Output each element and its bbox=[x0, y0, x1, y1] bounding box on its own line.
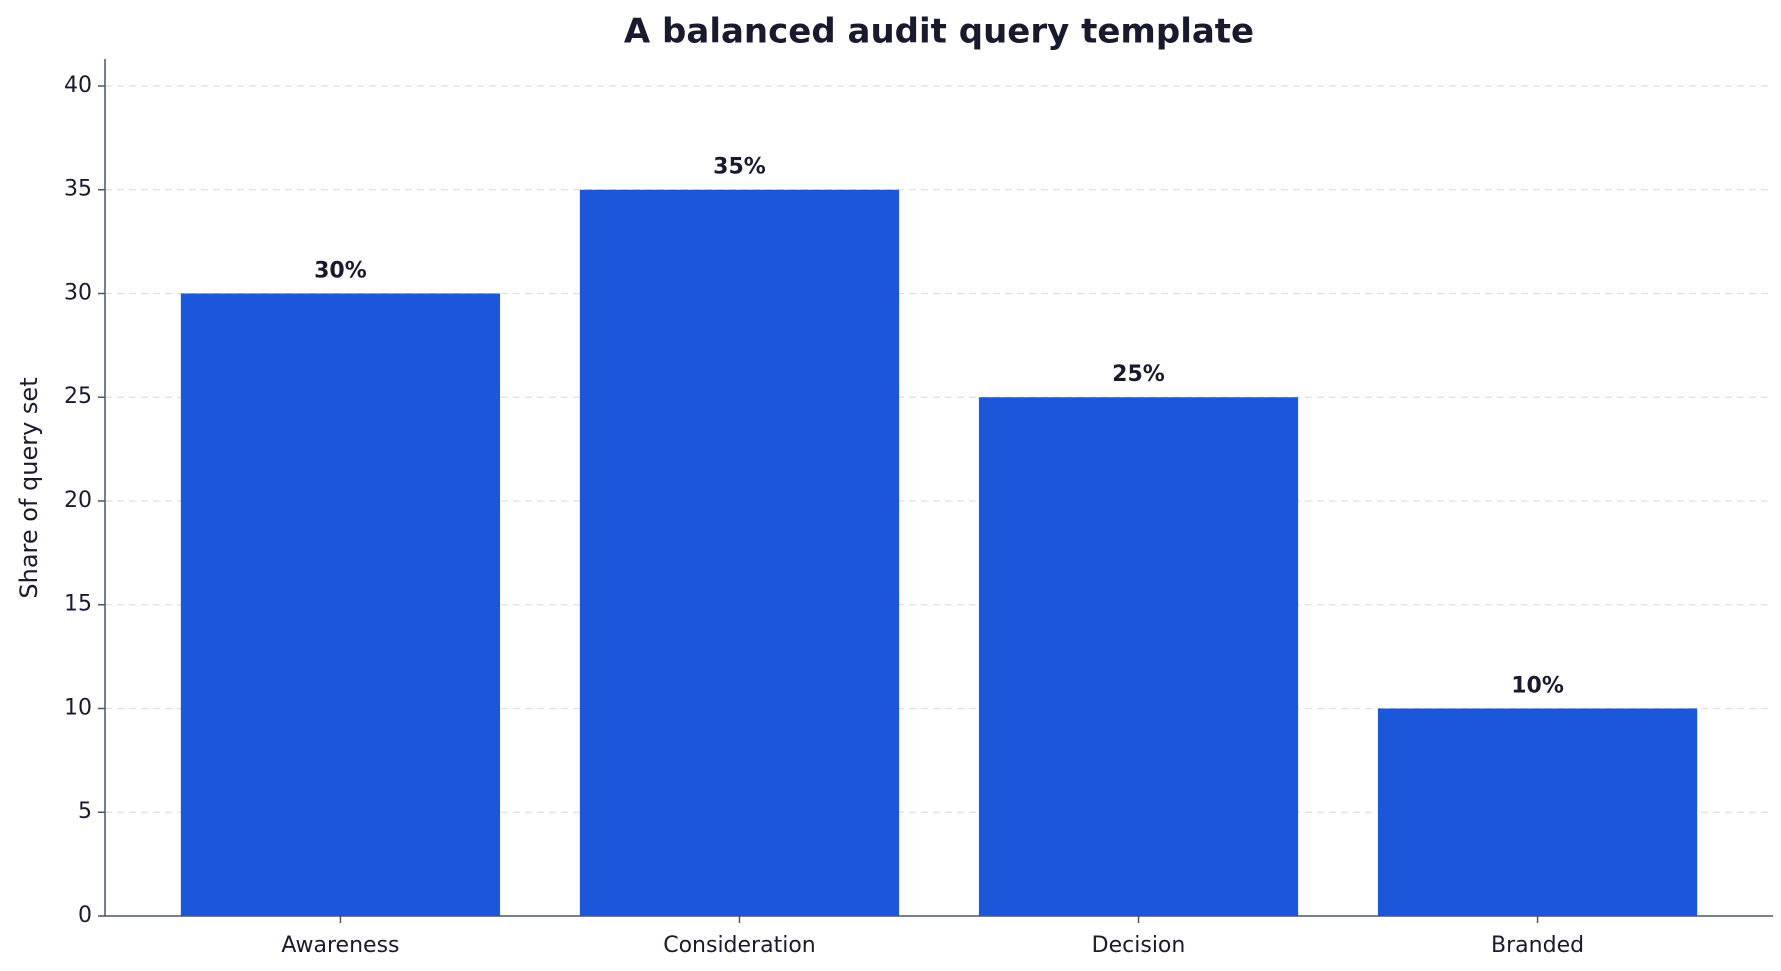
x-tick-label: Awareness bbox=[281, 933, 399, 958]
bar bbox=[180, 293, 501, 917]
y-tick-label: 20 bbox=[64, 488, 92, 513]
bar bbox=[579, 189, 900, 916]
x-tick-label: Branded bbox=[1491, 933, 1584, 958]
y-axis-label: Share of query set bbox=[15, 377, 43, 598]
x-tick-label: Decision bbox=[1092, 933, 1186, 958]
x-tick-label: Consideration bbox=[663, 933, 816, 958]
y-tick-label: 15 bbox=[64, 592, 92, 617]
bar bbox=[978, 397, 1299, 916]
value-label: 35% bbox=[713, 155, 766, 180]
chart-title: A balanced audit query template bbox=[624, 12, 1254, 52]
y-tick-label: 0 bbox=[78, 903, 92, 928]
y-tick-label: 10 bbox=[64, 695, 92, 720]
y-tick-label: 25 bbox=[64, 384, 92, 409]
value-label: 25% bbox=[1112, 362, 1165, 387]
y-tick-label: 40 bbox=[64, 73, 92, 98]
value-label: 30% bbox=[314, 258, 367, 283]
bar bbox=[1377, 708, 1698, 916]
value-label: 10% bbox=[1511, 673, 1564, 698]
y-tick-label: 30 bbox=[64, 280, 92, 305]
y-tick-label: 35 bbox=[64, 177, 92, 202]
y-tick-label: 5 bbox=[78, 799, 92, 824]
